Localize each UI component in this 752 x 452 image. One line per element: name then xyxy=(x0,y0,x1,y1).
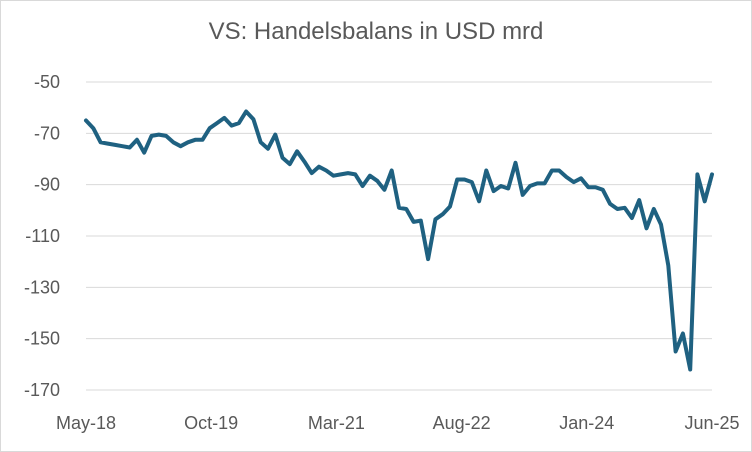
y-tick-label: -110 xyxy=(25,226,60,246)
y-tick-label: -130 xyxy=(24,277,60,297)
x-tick-label: Oct-19 xyxy=(184,413,238,433)
y-tick-label: -70 xyxy=(34,123,60,143)
y-tick-label: -150 xyxy=(24,329,60,349)
chart-title: VS: Handelsbalans in USD mrd xyxy=(208,18,544,45)
y-tick-label: -90 xyxy=(34,175,60,195)
x-tick-label: Aug-22 xyxy=(433,413,491,433)
y-tick-label: -170 xyxy=(24,380,60,400)
y-tick-label: -50 xyxy=(34,72,60,92)
x-tick-label: Mar-21 xyxy=(308,413,365,433)
trade-balance-line xyxy=(84,109,714,372)
x-tick-label: May-18 xyxy=(56,413,116,433)
x-tick-label: Jun-25 xyxy=(684,413,739,433)
x-tick-label: Jan-24 xyxy=(559,413,614,433)
